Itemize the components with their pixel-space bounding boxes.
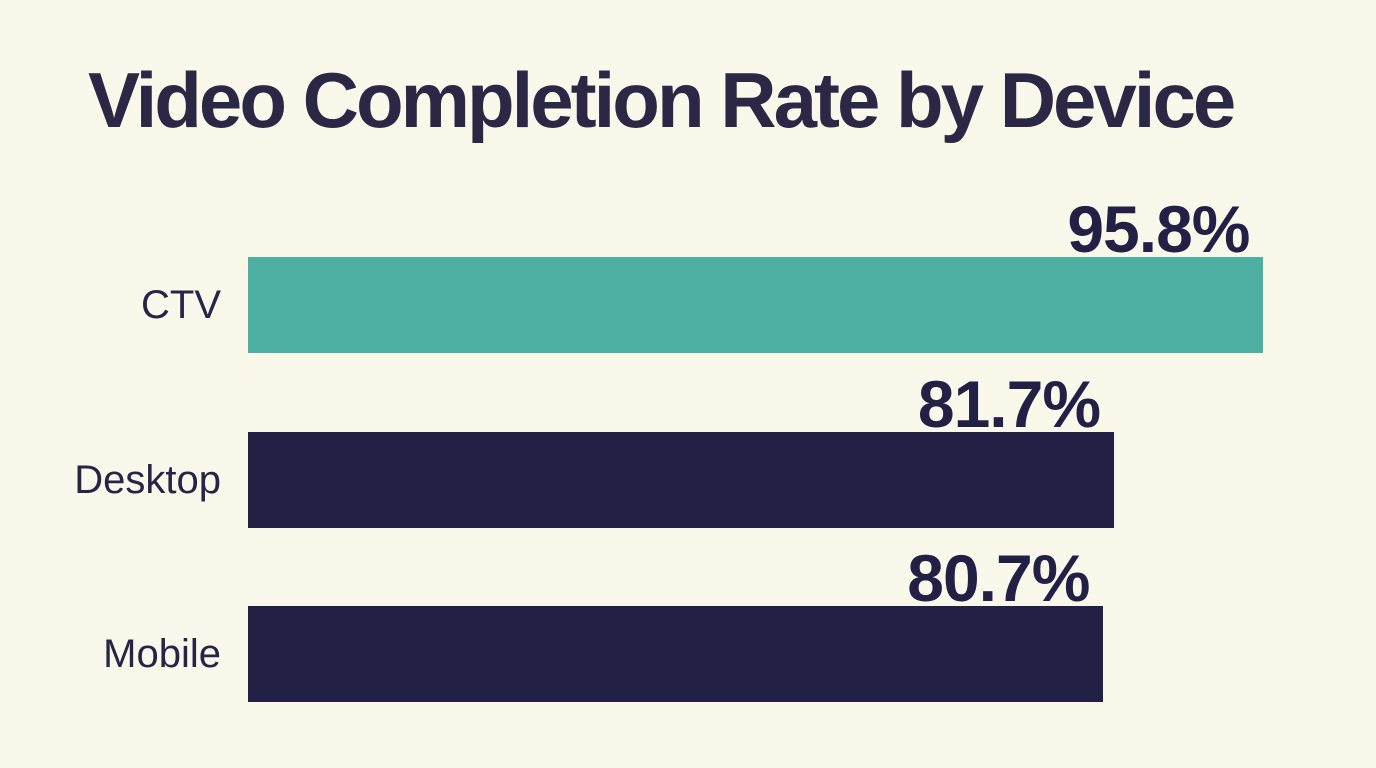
category-label-mobile: Mobile [103, 631, 221, 676]
bar-desktop [248, 432, 1115, 528]
bar-mobile [248, 606, 1104, 702]
value-label-mobile: 80.7% [907, 541, 1090, 615]
chart-title: Video Completion Rate by Device [88, 56, 1236, 144]
plot-area-ctv: 95.8% [248, 192, 1308, 353]
chart-row-ctv: CTV 95.8% [0, 192, 1376, 353]
plot-area-mobile: 80.7% [248, 541, 1308, 702]
value-label-ctv: 95.8% [1067, 192, 1250, 266]
category-label-ctv: CTV [141, 282, 221, 327]
chart-row-desktop: Desktop 81.7% [0, 367, 1376, 528]
chart-row-mobile: Mobile 80.7% [0, 541, 1376, 702]
bar-ctv [248, 257, 1264, 353]
category-label-desktop: Desktop [74, 457, 221, 502]
plot-area-desktop: 81.7% [248, 367, 1308, 528]
value-label-desktop: 81.7% [917, 367, 1101, 441]
